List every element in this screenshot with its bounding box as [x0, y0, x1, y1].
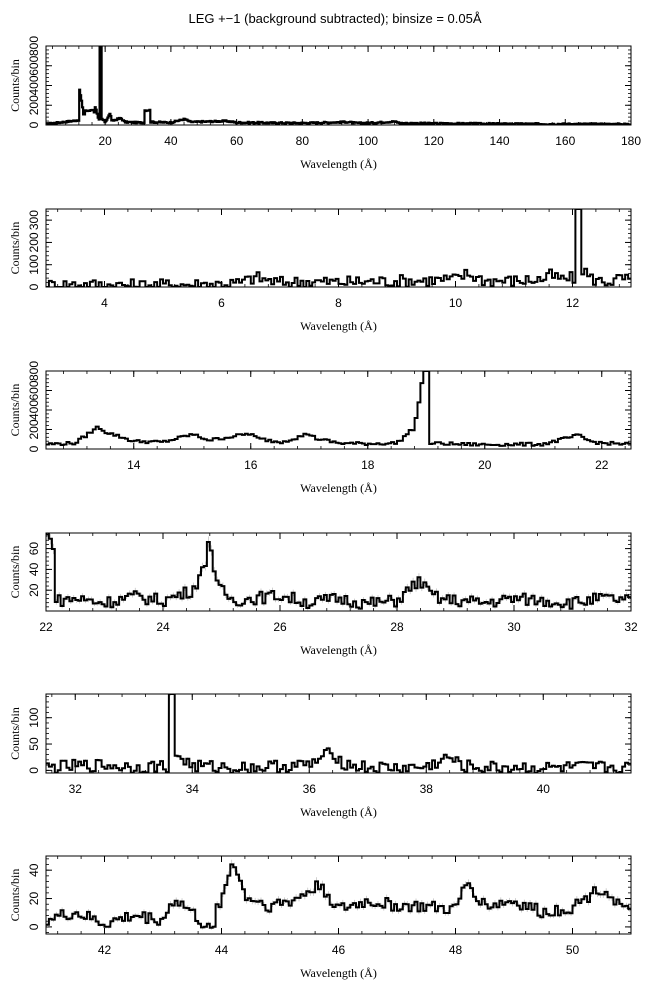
x-tick-label: 22 — [39, 620, 53, 634]
y-tick-label: 400 — [27, 75, 41, 95]
spectrum-series — [46, 46, 631, 125]
y-tick-label: 0 — [27, 923, 41, 930]
x-tick-label: 32 — [624, 620, 638, 634]
x-tick-label: 36 — [303, 782, 317, 796]
x-tick-label: 30 — [507, 620, 521, 634]
y-tick-label: 0 — [27, 121, 41, 128]
spectrum-series — [46, 209, 631, 287]
y-tick-label: 40 — [27, 863, 41, 877]
y-axis-label: Counts/bin — [8, 869, 22, 922]
y-tick-label: 0 — [27, 283, 41, 290]
y-tick-label: 800 — [27, 36, 41, 56]
y-tick-label: 100 — [27, 254, 41, 274]
y-tick-label: 200 — [27, 419, 41, 439]
x-tick-label: 48 — [449, 943, 463, 957]
x-tick-label: 16 — [244, 458, 258, 472]
x-tick-label: 12 — [566, 296, 580, 310]
plot-frame — [45, 208, 632, 288]
x-axis-label: Wavelength (Å) — [300, 481, 377, 495]
x-axis-label: Wavelength (Å) — [300, 157, 377, 171]
x-tick-label: 100 — [358, 134, 378, 148]
x-tick-label: 160 — [555, 134, 575, 148]
figure-title: LEG +−1 (background subtracted); binsize… — [188, 11, 481, 26]
y-tick-label: 0 — [27, 767, 41, 774]
x-tick-label: 14 — [127, 458, 141, 472]
x-tick-label: 44 — [215, 943, 229, 957]
x-tick-label: 18 — [361, 458, 375, 472]
plot-frame — [45, 370, 632, 450]
x-axis-label: Wavelength (Å) — [300, 319, 377, 333]
y-axis-label: Counts/bin — [8, 59, 22, 112]
x-tick-label: 10 — [449, 296, 463, 310]
x-tick-label: 8 — [335, 296, 342, 310]
x-axis-label: Wavelength (Å) — [300, 966, 377, 980]
x-tick-label: 28 — [390, 620, 404, 634]
y-axis-label: Counts/bin — [8, 384, 22, 437]
plot-frame — [45, 855, 632, 935]
spectrum-series — [46, 371, 631, 447]
chart-panel-6: 42 44 46 48 50 0 20 40 Wavelength (Å) Counts/bin — [8, 855, 632, 980]
chart-panel-2: 4 6 8 10 12 0 100 200 300 Wavelength (Å) Counts/bi… — [8, 208, 632, 333]
x-tick-label: 20 — [98, 134, 112, 148]
x-tick-label: 20 — [478, 458, 492, 472]
x-tick-label: 22 — [595, 458, 609, 472]
y-tick-label: 400 — [27, 400, 41, 420]
x-tick-label: 32 — [69, 782, 83, 796]
x-tick-label: 140 — [490, 134, 510, 148]
x-tick-label: 40 — [537, 782, 551, 796]
y-tick-label: 0 — [27, 445, 41, 452]
x-axis-label: Wavelength (Å) — [300, 643, 377, 657]
x-tick-label: 46 — [332, 943, 346, 957]
y-tick-label: 200 — [27, 232, 41, 252]
plot-frame — [45, 45, 632, 126]
y-tick-label: 300 — [27, 210, 41, 230]
x-tick-label: 24 — [156, 620, 170, 634]
y-tick-label: 200 — [27, 95, 41, 115]
y-tick-label: 600 — [27, 55, 41, 75]
x-tick-label: 42 — [98, 943, 112, 957]
x-axis-label: Wavelength (Å) — [300, 805, 377, 819]
spectrum-series — [46, 533, 631, 610]
spectrum-series — [46, 863, 631, 929]
y-tick-label: 800 — [27, 361, 41, 381]
y-tick-label: 20 — [27, 583, 41, 597]
chart-panel-5: 32 34 36 38 40 0 50 100 Wavelength (Å) Counts/bin — [8, 693, 632, 819]
x-tick-label: 38 — [420, 782, 434, 796]
x-tick-label: 60 — [230, 134, 244, 148]
x-tick-label: 80 — [296, 134, 310, 148]
chart-panel-4: 22 24 26 28 30 32 20 40 60 Wavelength (Å) Counts/b… — [8, 532, 638, 657]
y-axis-label: Counts/bin — [8, 546, 22, 599]
x-tick-label: 50 — [566, 943, 580, 957]
y-tick-label: 100 — [27, 707, 41, 727]
plot-frame — [45, 532, 632, 612]
y-tick-label: 60 — [27, 542, 41, 556]
y-axis-label: Counts/bin — [8, 707, 22, 760]
x-tick-label: 6 — [218, 296, 225, 310]
y-axis-label: Counts/bin — [8, 222, 22, 275]
x-tick-label: 180 — [621, 134, 641, 148]
y-tick-label: 50 — [27, 737, 41, 751]
spectrum-series — [46, 694, 631, 773]
y-tick-label: 20 — [27, 892, 41, 906]
x-tick-label: 40 — [164, 134, 178, 148]
error-bars — [47, 859, 630, 930]
x-tick-label: 34 — [186, 782, 200, 796]
x-tick-label: 120 — [424, 134, 444, 148]
x-tick-label: 4 — [101, 296, 108, 310]
y-tick-label: 40 — [27, 562, 41, 576]
y-tick-label: 600 — [27, 380, 41, 400]
x-tick-label: 26 — [273, 620, 287, 634]
